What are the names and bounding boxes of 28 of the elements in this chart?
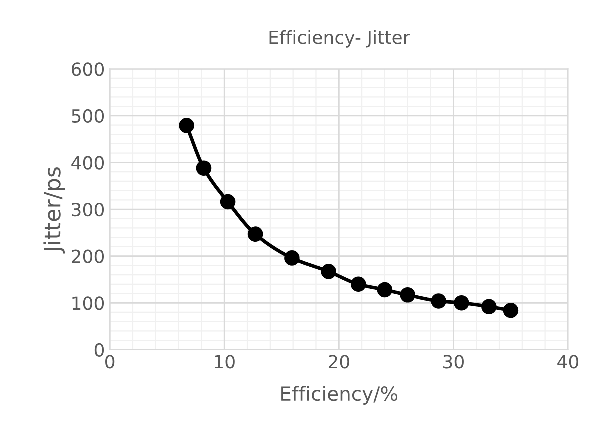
y-tick-label: 600 <box>72 62 104 76</box>
x-tick-label: 0 <box>106 355 115 369</box>
x-tick-label: 40 <box>558 355 579 369</box>
point <box>220 194 236 210</box>
x-tick-label: 20 <box>328 355 350 369</box>
point <box>400 288 416 303</box>
y-tick-label: 500 <box>72 109 104 124</box>
y-tick-label: 0 <box>94 343 104 358</box>
point <box>482 299 497 315</box>
point <box>284 250 300 266</box>
point <box>196 160 212 176</box>
point <box>377 282 393 298</box>
point <box>503 302 519 318</box>
x-tick-label: 30 <box>444 355 464 369</box>
chart-title: Efficiency- Jitter <box>270 30 410 48</box>
point <box>454 295 470 311</box>
y-tick-label: 300 <box>72 202 104 217</box>
y-axis-title: Jitter/ps <box>44 168 66 254</box>
x-tick-label: 10 <box>215 355 235 369</box>
point <box>431 294 446 309</box>
point <box>179 118 194 134</box>
y-tick-label: 200 <box>72 250 104 264</box>
y-tick-label: 100 <box>72 296 104 310</box>
point <box>350 276 366 292</box>
point <box>321 264 336 280</box>
y-tick-label: 400 <box>72 156 104 170</box>
point <box>248 226 264 242</box>
x-axis-title: Efficiency/% <box>282 386 398 405</box>
